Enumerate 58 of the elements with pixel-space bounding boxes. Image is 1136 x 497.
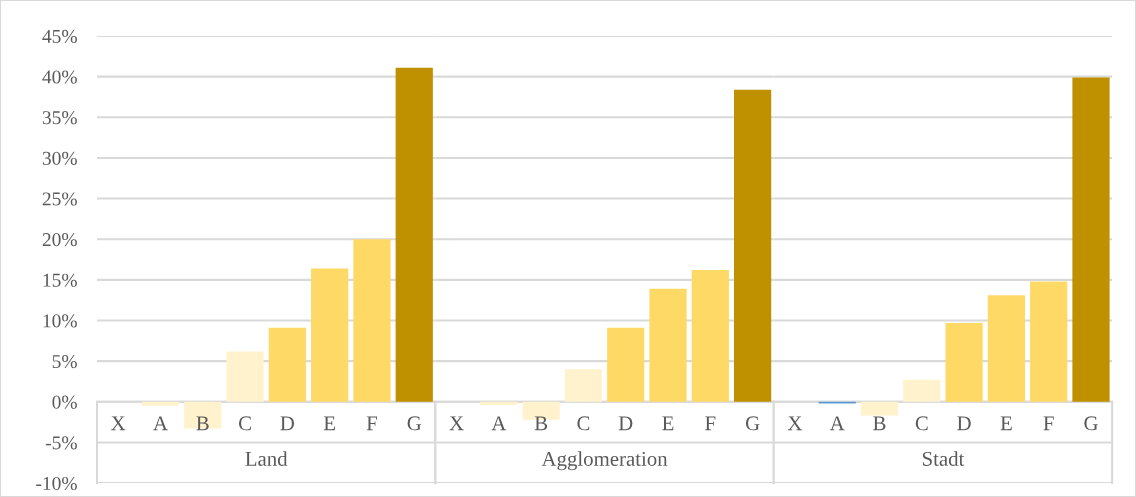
x-axis-title: Agglomeration	[541, 451, 668, 471]
y-tick-label: 15%	[43, 273, 77, 287]
bar	[184, 401, 222, 429]
x-tick-label: F	[366, 416, 377, 431]
x-tick-label: A	[829, 416, 845, 431]
x-tick-label: G	[1084, 416, 1098, 431]
x-tick-label: E	[323, 416, 335, 431]
bar	[691, 270, 729, 402]
bar	[395, 67, 433, 402]
x-tick-label: A	[153, 416, 168, 431]
x-tick-label: B	[534, 416, 548, 431]
x-tick-label: B	[196, 416, 209, 431]
y-tick-label: 35%	[42, 111, 77, 125]
bar	[903, 379, 941, 402]
y-tick-label: 20%	[42, 233, 77, 247]
y-tick-label: -10%	[36, 476, 77, 491]
y-tick-label: -5%	[45, 436, 77, 450]
x-tick-label: X	[449, 416, 464, 431]
bar	[141, 401, 180, 406]
bar	[480, 401, 518, 406]
x-tick-label: G	[407, 416, 422, 431]
bar	[268, 327, 306, 402]
x-tick-label: X	[111, 416, 126, 431]
bar	[607, 327, 645, 402]
x-tick-label: D	[957, 416, 971, 431]
x-tick-label: D	[280, 416, 295, 431]
y-tick-label: 25%	[42, 192, 77, 206]
x-tick-label: D	[618, 416, 633, 431]
x-tick-label: E	[1000, 416, 1012, 431]
bar	[945, 322, 983, 402]
bar	[311, 268, 349, 402]
bar	[353, 239, 391, 402]
x-tick-label: A	[491, 416, 507, 431]
x-axis-title: Stadt	[922, 451, 965, 466]
x-tick-label: C	[577, 416, 590, 431]
bar	[226, 351, 264, 402]
bar	[1072, 77, 1110, 402]
y-tick-label: 45%	[42, 29, 77, 43]
bar	[860, 401, 899, 416]
x-tick-label: G	[745, 416, 760, 431]
x-tick-label: F	[1043, 416, 1054, 431]
y-tick-label: 0%	[52, 395, 77, 409]
bar	[1030, 281, 1068, 402]
y-tick-label: 10%	[43, 314, 77, 328]
bar	[649, 288, 687, 402]
bar	[564, 369, 603, 402]
bar	[734, 89, 772, 402]
bar	[987, 295, 1026, 402]
y-tick-label: 5%	[52, 354, 77, 369]
x-tick-label: F	[705, 416, 716, 431]
x-tick-label: C	[915, 416, 928, 431]
x-tick-label: C	[238, 416, 251, 431]
x-tick-label: X	[787, 416, 803, 431]
x-tick-label: E	[662, 416, 674, 431]
y-tick-label: 40%	[42, 70, 77, 84]
x-tick-label: B	[873, 416, 886, 431]
y-tick-label: 30%	[42, 151, 77, 165]
x-axis-title: Land	[245, 451, 288, 466]
